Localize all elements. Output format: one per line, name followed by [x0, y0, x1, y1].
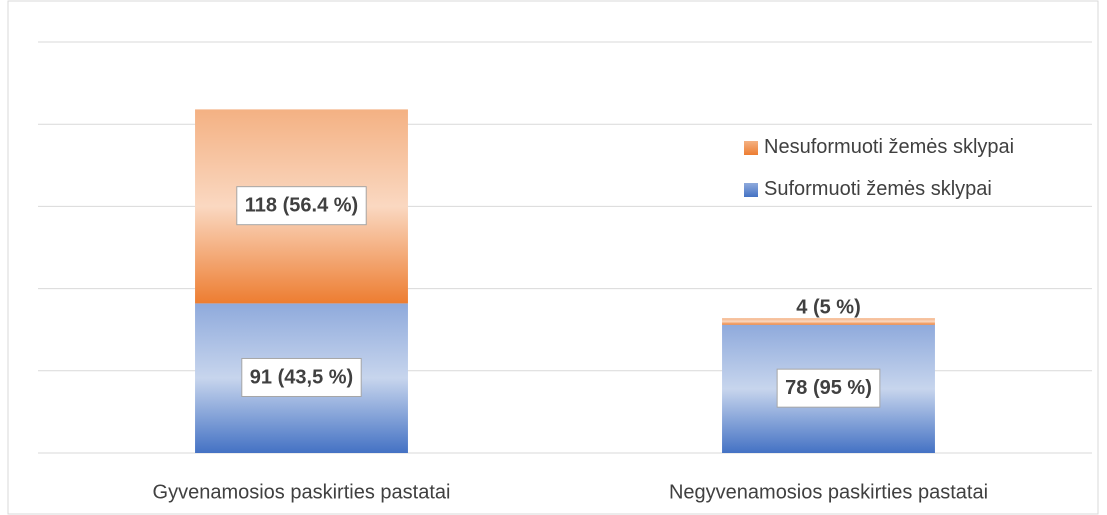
x-tick-label: Gyvenamosios paskirties pastatai: [153, 481, 451, 503]
data-label-box: [776, 368, 881, 408]
data-label: 118 (56.4 %): [245, 195, 358, 217]
legend-label: Suformuoti žemės sklypai: [764, 178, 992, 200]
chart-border: [7, 0, 1099, 515]
data-label: 4 (5 %): [796, 296, 860, 318]
legend-item: Nesuformuoti žemės sklypai: [744, 132, 1034, 162]
legend-swatch: [744, 183, 758, 197]
legend-label: Nesuformuoti žemės sklypai: [764, 136, 1015, 158]
x-tick-label: Negyvenamosios paskirties pastatai: [669, 481, 988, 503]
data-label-box: [236, 186, 367, 226]
data-label-box: [241, 357, 362, 397]
legend: Nesuformuoti žemės sklypai Suformuoti žem…: [744, 132, 1034, 216]
data-label: 91 (43,5 %): [250, 366, 353, 388]
bar-segment: [722, 318, 935, 325]
legend-item: Suformuoti žemės sklypai: [744, 174, 1034, 204]
legend-swatch: [744, 141, 758, 155]
data-label: 78 (95 %): [785, 377, 872, 399]
